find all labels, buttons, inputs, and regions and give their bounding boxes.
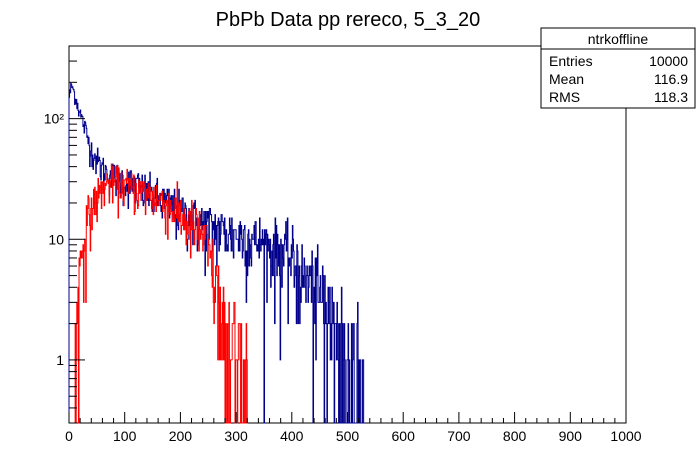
chart-title: PbPb Data pp rereco, 5_3_20 bbox=[216, 9, 481, 31]
y-tick-label: 10 bbox=[48, 231, 64, 247]
x-tick-label: 400 bbox=[280, 428, 304, 444]
x-tick-label: 100 bbox=[113, 428, 137, 444]
x-tick-label: 600 bbox=[392, 428, 416, 444]
stats-entries-label: Entries bbox=[549, 53, 593, 69]
series-line-0 bbox=[68, 82, 365, 424]
stats-entries-value: 10000 bbox=[649, 53, 688, 69]
x-tick-label: 900 bbox=[559, 428, 583, 444]
series-group bbox=[68, 82, 365, 424]
x-tick-label: 500 bbox=[336, 428, 360, 444]
x-tick-label: 1000 bbox=[610, 428, 641, 444]
x-tick-label: 300 bbox=[224, 428, 248, 444]
stats-box: ntrkoffline Entries 10000 Mean 116.9 RMS… bbox=[540, 27, 696, 109]
x-tick-label: 200 bbox=[169, 428, 193, 444]
x-tick-label: 0 bbox=[65, 428, 73, 444]
series-line-1 bbox=[74, 163, 248, 424]
x-axis: 0 100 200 300 400 500 600 700 800 900 1000 bbox=[65, 412, 642, 444]
y-axis: 1 10 10² bbox=[44, 45, 85, 424]
x-tick-label: 800 bbox=[503, 428, 527, 444]
stats-rms-value: 118.3 bbox=[654, 89, 688, 105]
x-tick-label: 700 bbox=[447, 428, 471, 444]
stats-box-name: ntrkoffline bbox=[588, 31, 649, 47]
stats-mean-value: 116.9 bbox=[654, 71, 688, 87]
stats-rms-label: RMS bbox=[549, 89, 580, 105]
y-tick-label: 10² bbox=[44, 111, 65, 127]
y-tick-label: 1 bbox=[56, 352, 64, 368]
stats-mean-label: Mean bbox=[549, 71, 584, 87]
